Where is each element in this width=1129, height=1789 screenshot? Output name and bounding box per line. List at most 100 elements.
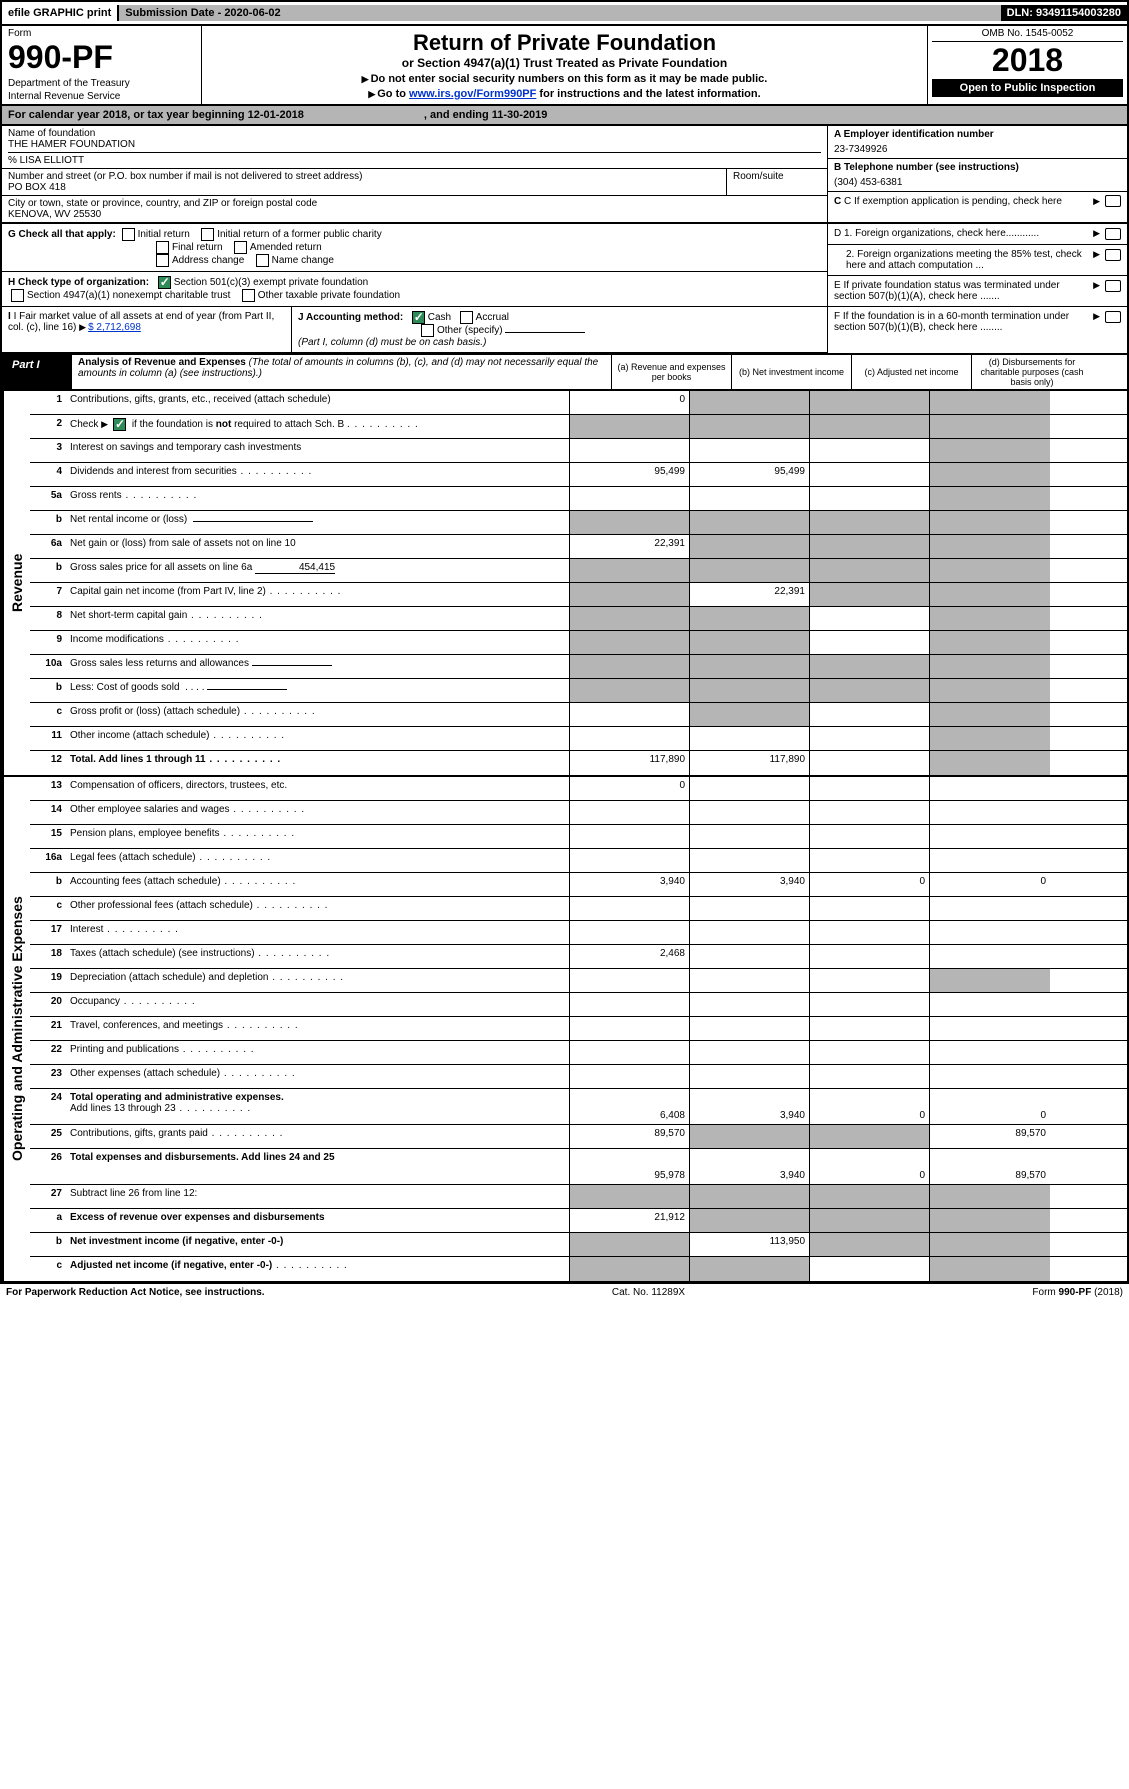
ln: 17 — [30, 921, 66, 944]
val-b — [690, 945, 810, 968]
ln: 8 — [30, 607, 66, 630]
tri-icon — [368, 88, 377, 100]
val-d — [930, 1257, 1050, 1281]
i-amount[interactable]: $ 2,712,698 — [88, 322, 141, 333]
val-b — [690, 511, 810, 534]
val-b — [690, 993, 810, 1016]
val-d — [930, 849, 1050, 872]
val-a: 117,890 — [570, 751, 690, 775]
f-chk[interactable] — [1105, 311, 1121, 323]
j-other-chk[interactable] — [421, 324, 434, 337]
val-a — [570, 921, 690, 944]
val-d — [930, 703, 1050, 726]
ln: c — [30, 897, 66, 920]
g-name-chk[interactable] — [256, 254, 269, 267]
ln: 11 — [30, 727, 66, 750]
open-public: Open to Public Inspection — [932, 79, 1123, 97]
phone-label: B Telephone number (see instructions) — [834, 162, 1019, 173]
val-d — [930, 487, 1050, 510]
val-a — [570, 1257, 690, 1281]
irs-link[interactable]: www.irs.gov/Form990PF — [409, 88, 536, 100]
j-cash-chk[interactable] — [412, 311, 425, 324]
ln: 18 — [30, 945, 66, 968]
desc: Subtract line 26 from line 12: — [66, 1185, 570, 1208]
part1-label: Part I — [2, 355, 72, 389]
col-c-hdr: (c) Adjusted net income — [852, 355, 972, 389]
val-c — [810, 1185, 930, 1208]
d1-chk[interactable] — [1105, 228, 1121, 240]
val-d: 89,570 — [930, 1149, 1050, 1184]
val-d — [930, 439, 1050, 462]
val-a — [570, 1017, 690, 1040]
j-note: (Part I, column (d) must be on cash basi… — [298, 337, 486, 348]
val-c — [810, 487, 930, 510]
val-a — [570, 993, 690, 1016]
val-a — [570, 631, 690, 654]
addr-val: PO BOX 418 — [8, 182, 720, 193]
val-d — [930, 1185, 1050, 1208]
val-b: 95,499 — [690, 463, 810, 486]
desc: Capital gain net income (from Part IV, l… — [66, 583, 570, 606]
val-b — [690, 825, 810, 848]
desc: Net investment income (if negative, ente… — [66, 1233, 570, 1256]
val-d — [930, 969, 1050, 992]
form-word: Form — [8, 28, 195, 39]
val-a — [570, 1065, 690, 1088]
footer-left: For Paperwork Reduction Act Notice, see … — [6, 1287, 265, 1298]
val-c — [810, 607, 930, 630]
ln: 27 — [30, 1185, 66, 1208]
ln: b — [30, 873, 66, 896]
desc: Total expenses and disbursements. Add li… — [66, 1149, 570, 1184]
note2-post: for instructions and the latest informat… — [536, 88, 760, 100]
val-d — [930, 511, 1050, 534]
val-a — [570, 439, 690, 462]
val-b: 3,940 — [690, 873, 810, 896]
note1: Do not enter social security numbers on … — [371, 73, 768, 85]
h-other-chk[interactable] — [242, 289, 255, 302]
val-b — [690, 439, 810, 462]
val-d — [930, 415, 1050, 438]
arrow-icon — [1093, 280, 1102, 302]
form-subtitle: or Section 4947(a)(1) Trust Treated as P… — [208, 56, 921, 70]
desc: Total operating and administrative expen… — [66, 1089, 570, 1124]
g-addr-chk[interactable] — [156, 254, 169, 267]
irs-label: Internal Revenue Service — [8, 91, 195, 102]
schB-chk[interactable] — [113, 418, 126, 431]
mid-section: G Check all that apply: Initial return I… — [0, 224, 1129, 355]
g-initial-chk[interactable] — [122, 228, 135, 241]
foundation-name: THE HAMER FOUNDATION — [8, 139, 821, 150]
val-b — [690, 1185, 810, 1208]
val-c — [810, 1041, 930, 1064]
h-501c3-chk[interactable] — [158, 276, 171, 289]
ln: 10a — [30, 655, 66, 678]
val-d: 89,570 — [930, 1125, 1050, 1148]
c-checkbox[interactable] — [1105, 195, 1121, 207]
val-c — [810, 1209, 930, 1232]
info-block: Name of foundation THE HAMER FOUNDATION … — [0, 126, 1129, 224]
g-final-chk[interactable] — [156, 241, 169, 254]
efile-label[interactable]: efile GRAPHIC print — [2, 5, 119, 21]
ein-val: 23-7349926 — [834, 144, 1121, 155]
d2-chk[interactable] — [1105, 249, 1121, 261]
val-b — [690, 535, 810, 558]
val-a — [570, 487, 690, 510]
val-b: 3,940 — [690, 1089, 810, 1124]
val-a — [570, 415, 690, 438]
h-4947-chk[interactable] — [11, 289, 24, 302]
e-chk[interactable] — [1105, 280, 1121, 292]
desc: Gross sales less returns and allowances — [66, 655, 570, 678]
desc: Taxes (attach schedule) (see instruction… — [66, 945, 570, 968]
val-b — [690, 655, 810, 678]
g-initial-former-chk[interactable] — [201, 228, 214, 241]
j-accrual-chk[interactable] — [460, 311, 473, 324]
desc: Other expenses (attach schedule) — [66, 1065, 570, 1088]
val-a — [570, 511, 690, 534]
city-val: KENOVA, WV 25530 — [8, 209, 821, 220]
desc: Other professional fees (attach schedule… — [66, 897, 570, 920]
val-c — [810, 559, 930, 582]
j-other: Other (specify) — [437, 325, 503, 336]
tri-icon — [362, 73, 371, 85]
i-label: I Fair market value of all assets at end… — [8, 311, 274, 333]
desc: Other income (attach schedule) — [66, 727, 570, 750]
g-amended-chk[interactable] — [234, 241, 247, 254]
